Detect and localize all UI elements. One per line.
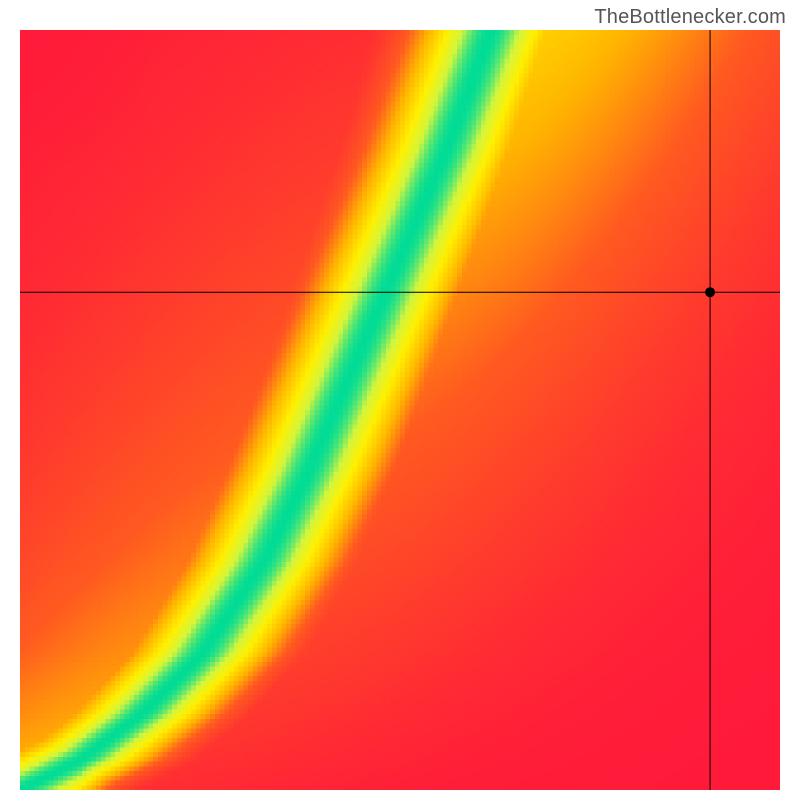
watermark-text: TheBottlenecker.com <box>594 6 786 29</box>
heatmap-canvas <box>20 30 780 790</box>
bottleneck-heatmap <box>20 30 780 790</box>
root: TheBottlenecker.com <box>0 0 800 800</box>
